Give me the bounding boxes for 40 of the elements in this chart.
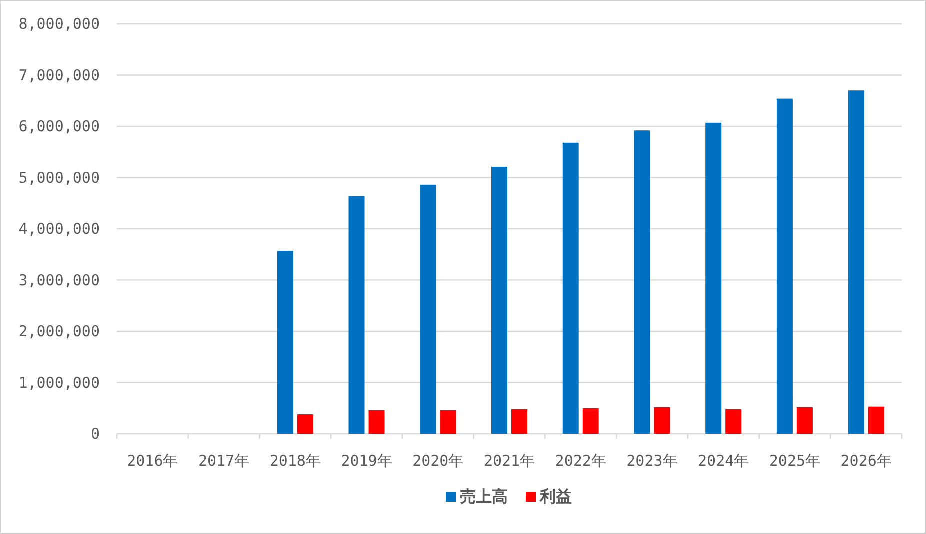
x-tick-label: 2026年	[840, 452, 892, 470]
x-tick-label: 2020年	[412, 452, 464, 470]
y-tick-label: 4,000,000	[18, 220, 100, 238]
x-tick-label: 2021年	[484, 452, 536, 470]
y-tick-label: 1,000,000	[18, 374, 100, 392]
y-tick-label: 7,000,000	[18, 66, 100, 84]
bar	[776, 98, 793, 434]
x-tick-label: 2024年	[698, 452, 750, 470]
y-tick-label: 5,000,000	[18, 168, 100, 187]
bar	[706, 122, 722, 434]
bar	[512, 409, 528, 434]
bar	[848, 90, 864, 434]
y-tick-label: 6,000,000	[18, 118, 100, 136]
bar	[654, 407, 670, 434]
x-tick-label: 2016年	[127, 452, 178, 470]
bar	[634, 130, 650, 434]
bar	[868, 406, 884, 434]
bar	[582, 408, 599, 434]
y-tick-label: 0	[90, 425, 100, 443]
y-tick-label: 3,000,000	[18, 271, 100, 290]
bar	[348, 196, 365, 434]
bar	[368, 410, 385, 434]
bar	[562, 142, 579, 434]
y-tick-label: 8,000,000	[18, 15, 100, 33]
y-tick-label: 2,000,000	[18, 322, 100, 340]
legend-label: 売上高	[460, 487, 508, 506]
x-tick-label: 2019年	[341, 452, 392, 470]
legend-label: 利益	[539, 487, 572, 506]
bar	[420, 184, 436, 434]
x-tick-label: 2018年	[270, 452, 321, 470]
bar	[796, 407, 813, 434]
bar	[726, 409, 742, 434]
bar	[277, 251, 294, 434]
x-tick-label: 2025年	[769, 452, 821, 470]
bar	[297, 414, 314, 434]
bar	[492, 166, 508, 434]
x-tick-label: 2017年	[198, 452, 250, 470]
bar	[440, 410, 456, 434]
x-tick-label: 2022年	[555, 452, 606, 470]
x-tick-label: 2023年	[626, 452, 678, 470]
